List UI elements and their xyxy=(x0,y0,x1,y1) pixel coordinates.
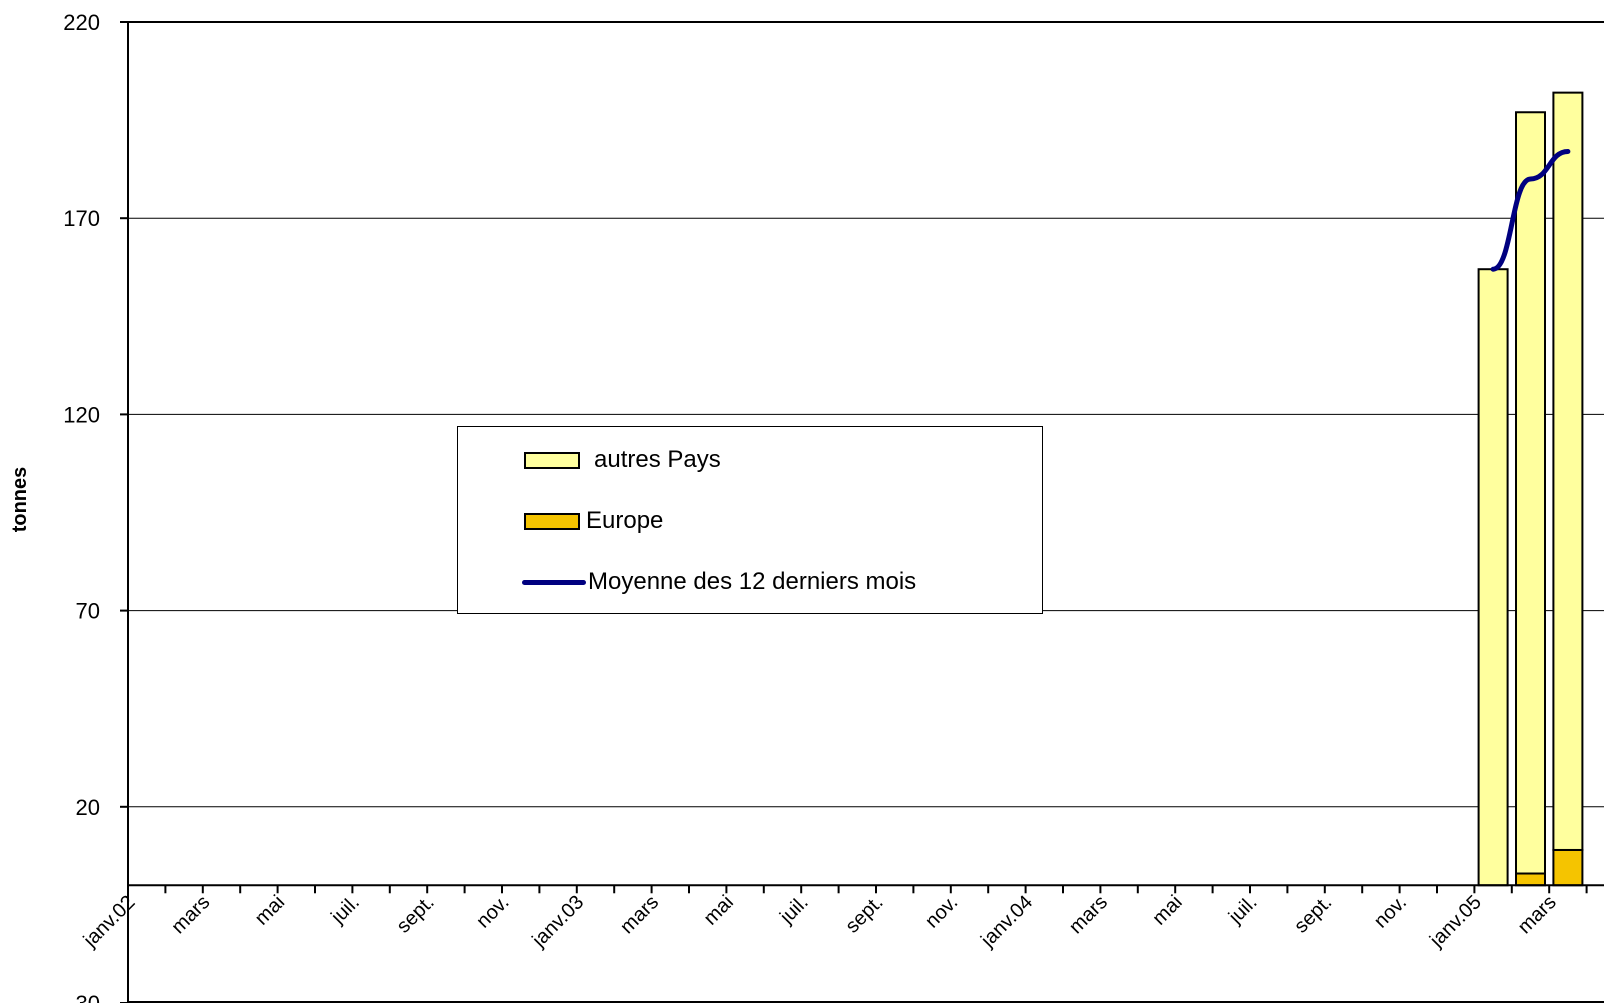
x-tick-label: janv.05 xyxy=(1425,891,1486,952)
x-tick-label: mai xyxy=(700,891,738,929)
x-tick-label: mars xyxy=(1514,891,1561,938)
x-tick-label: janv.03 xyxy=(528,891,589,952)
bar-europe xyxy=(1515,872,1546,887)
legend-label-moyenne: Moyenne des 12 derniers mois xyxy=(588,568,917,595)
x-tick-label: sept. xyxy=(841,891,887,937)
legend-item-autres-pays: autres Pays xyxy=(524,445,721,475)
x-tick-label: janv.04 xyxy=(976,891,1037,952)
x-tick-label: juil. xyxy=(775,891,812,928)
bar-autres-pays xyxy=(1515,111,1546,875)
y-tick-label: 20 xyxy=(76,795,100,820)
x-tick-label: juil. xyxy=(1224,891,1261,928)
legend-swatch-moyenne xyxy=(522,579,586,585)
legend-swatch-autres-pays xyxy=(524,451,580,469)
line-moyenne xyxy=(1490,148,1571,272)
legend-label-europe: Europe xyxy=(586,507,664,534)
legend-label-autres-pays: autres Pays xyxy=(594,446,721,473)
x-tick-label: nov. xyxy=(1370,891,1411,932)
x-tick-label: nov. xyxy=(921,891,962,932)
x-tick-label: mai xyxy=(251,891,289,929)
bar-autres-pays xyxy=(1552,91,1584,851)
legend: autres Pays Europe Moyenne des 12 dernie… xyxy=(457,426,1043,614)
x-tick-label: janv.02 xyxy=(79,891,140,952)
y-axis-label: tonnes xyxy=(9,467,31,533)
bar-europe xyxy=(1552,848,1584,887)
y-tick-label: 70 xyxy=(76,599,100,624)
x-tick-label: mars xyxy=(1065,891,1112,938)
y-tick-label: 120 xyxy=(63,402,100,427)
y-tick-label: -30 xyxy=(68,991,100,1003)
x-tick-label: mai xyxy=(1148,891,1186,929)
y-tick-label: 220 xyxy=(63,10,100,35)
x-tick-label: mars xyxy=(167,891,214,938)
legend-swatch-europe xyxy=(524,512,580,530)
y-tick-label: 170 xyxy=(63,206,100,231)
x-tick-label: sept. xyxy=(393,891,439,937)
bar-autres-pays xyxy=(1477,268,1509,887)
x-tick-label: sept. xyxy=(1290,891,1336,937)
x-tick-label: juil. xyxy=(326,891,363,928)
legend-item-europe: Europe xyxy=(524,506,663,536)
x-tick-label: nov. xyxy=(472,891,513,932)
x-tick-label: mars xyxy=(616,891,663,938)
legend-item-moyenne: Moyenne des 12 derniers mois xyxy=(522,567,916,597)
